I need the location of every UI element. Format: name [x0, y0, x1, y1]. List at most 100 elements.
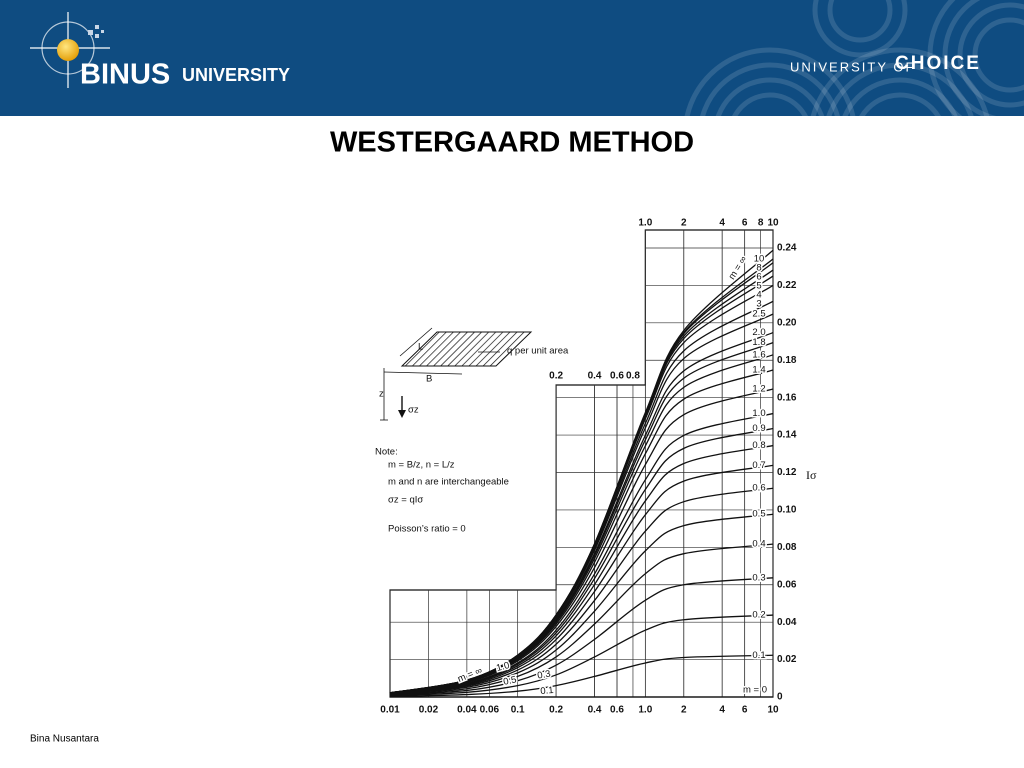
- x-tick-label: 1.0: [638, 705, 652, 716]
- x-tick-label-top: 1.0: [638, 218, 652, 229]
- logo-sub: UNIVERSITY: [182, 65, 290, 85]
- y-tick-label: 0.04: [777, 617, 797, 628]
- curve-label: 4: [756, 290, 761, 301]
- annotation: q per unit area: [507, 346, 569, 357]
- y-tick-label: 0: [777, 692, 783, 703]
- y-tick-label: 0.16: [777, 392, 797, 403]
- x-tick-label: 0.04: [457, 705, 477, 716]
- y-tick-label: 0.08: [777, 542, 797, 553]
- curve-label: 8: [756, 263, 761, 274]
- tagline-bold: CHOICE: [895, 53, 981, 74]
- banner: [0, 0, 1024, 116]
- annotation: B: [426, 374, 432, 385]
- x-tick-label: 0.2: [549, 705, 563, 716]
- annotation: σz = qIσ: [388, 495, 423, 506]
- curve: [389, 614, 774, 697]
- curve-label: 1.8: [752, 337, 765, 348]
- curve: [389, 249, 774, 694]
- x-tick-label-mid: 0.8: [626, 371, 640, 382]
- curve-label: 1.0: [752, 408, 765, 419]
- x-tick-label: 0.1: [511, 705, 525, 716]
- slide-title: WESTERGAARD METHOD: [330, 127, 694, 159]
- x-tick-label-mid: 0.6: [610, 371, 624, 382]
- curve-label: 0.4: [752, 539, 765, 550]
- curve: [389, 513, 774, 696]
- annotation: Poisson’s ratio = 0: [388, 524, 466, 535]
- logo: BINUS UNIVERSITY: [30, 12, 290, 91]
- curve-label: 0.5: [502, 674, 517, 688]
- y-tick-label: 0.10: [777, 505, 797, 516]
- x-tick-label: 4: [719, 705, 725, 716]
- x-tick-label: 0.02: [419, 705, 439, 716]
- y-tick-label: 0.14: [777, 430, 797, 441]
- x-tick-label-top: 6: [742, 218, 748, 229]
- curve-label: 6: [756, 272, 761, 283]
- y-tick-label: 0.18: [777, 355, 797, 366]
- curve: [389, 388, 774, 695]
- y-axis-label: Iσ: [806, 468, 817, 482]
- curve-label: 0.5: [752, 509, 765, 520]
- curve-label: m = 0: [743, 685, 767, 696]
- logo-name: BINUS: [80, 59, 170, 91]
- curve: [389, 331, 774, 694]
- load-diagram: [380, 327, 533, 421]
- curve-label: 5: [756, 281, 761, 292]
- y-tick-label: 0.20: [777, 317, 797, 328]
- curve-label: 1.0: [495, 660, 511, 674]
- curve-label: 1.2: [752, 384, 765, 395]
- curve-label: 0.7: [752, 460, 765, 471]
- annotation: z: [379, 389, 384, 400]
- curve-label: 0.8: [752, 440, 765, 451]
- x-tick-label: 10: [767, 705, 779, 716]
- curve: [389, 543, 774, 696]
- x-tick-label: 0.01: [380, 705, 400, 716]
- curve-label: 1.4: [752, 364, 765, 375]
- curve: [389, 444, 774, 695]
- curve: [389, 487, 774, 695]
- y-tick-label: 0.24: [777, 243, 797, 254]
- tagline-pre: UNIVERSITY OF: [790, 59, 915, 74]
- y-tick-label: 0.22: [777, 280, 797, 291]
- annotation: m and n are interchangeable: [388, 477, 509, 488]
- curve: [389, 464, 774, 695]
- curve-label: 0.1: [540, 685, 554, 697]
- x-tick-label: 6: [742, 705, 748, 716]
- curve-label: 2.5: [752, 309, 765, 320]
- x-tick-label: 2: [681, 705, 687, 716]
- annotation: m = B/z, n = L/z: [388, 460, 455, 471]
- header: BINUS UNIVERSITY UNIVERSITY OF CHOICE: [0, 0, 1024, 116]
- footer: Bina Nusantara: [30, 734, 99, 745]
- x-tick-label-mid: 0.4: [588, 371, 602, 382]
- curve: [389, 427, 774, 695]
- curve: [389, 577, 774, 696]
- y-tick-label: 0.06: [777, 579, 797, 590]
- x-tick-label: 0.4: [588, 705, 602, 716]
- curve-label: 0.3: [537, 668, 552, 681]
- curve-label: 0.2: [752, 610, 765, 621]
- curve-label: m = ∞: [727, 254, 750, 282]
- x-tick-label: 0.6: [610, 705, 624, 716]
- curve: [389, 654, 774, 698]
- x-tick-label-top: 2: [681, 218, 687, 229]
- annotation: L: [418, 342, 423, 353]
- chart: 00.020.040.060.080.100.120.140.160.180.2…: [375, 218, 817, 716]
- banner-pattern: [684, 0, 1024, 116]
- curve-label: 0.9: [752, 423, 765, 434]
- x-tick-label-top: 10: [767, 218, 779, 229]
- x-tick-label-top: 4: [719, 218, 725, 229]
- y-tick-label: 0.02: [777, 654, 797, 665]
- x-tick-label-top: 8: [758, 218, 764, 229]
- annotation: Note:: [375, 447, 398, 458]
- curve-label: 3: [756, 299, 761, 310]
- curve-label: 1.6: [752, 349, 765, 360]
- annotation: σz: [408, 405, 419, 416]
- x-tick-label: 0.06: [480, 705, 500, 716]
- x-tick-label-mid: 0.2: [549, 371, 563, 382]
- curve-label: 0.1: [752, 650, 765, 661]
- curve-label: 0.6: [752, 483, 765, 494]
- curve: [389, 342, 774, 694]
- curve-label: 10: [754, 254, 765, 265]
- curve-label: 0.3: [752, 572, 765, 583]
- y-tick-label: 0.12: [777, 467, 797, 478]
